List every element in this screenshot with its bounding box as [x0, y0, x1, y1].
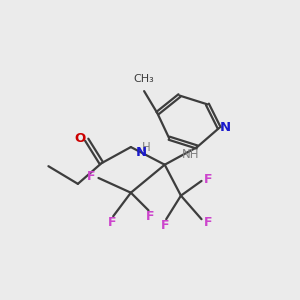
Text: F: F	[146, 210, 154, 223]
Text: N: N	[220, 122, 231, 134]
Text: F: F	[204, 173, 212, 186]
Text: F: F	[160, 219, 169, 232]
Text: N: N	[136, 146, 147, 159]
Text: F: F	[107, 216, 116, 229]
Text: F: F	[87, 170, 95, 183]
Text: F: F	[204, 216, 212, 229]
Text: CH₃: CH₃	[134, 74, 154, 84]
Text: NH: NH	[182, 148, 199, 161]
Text: O: O	[75, 132, 86, 145]
Text: H: H	[142, 141, 151, 154]
